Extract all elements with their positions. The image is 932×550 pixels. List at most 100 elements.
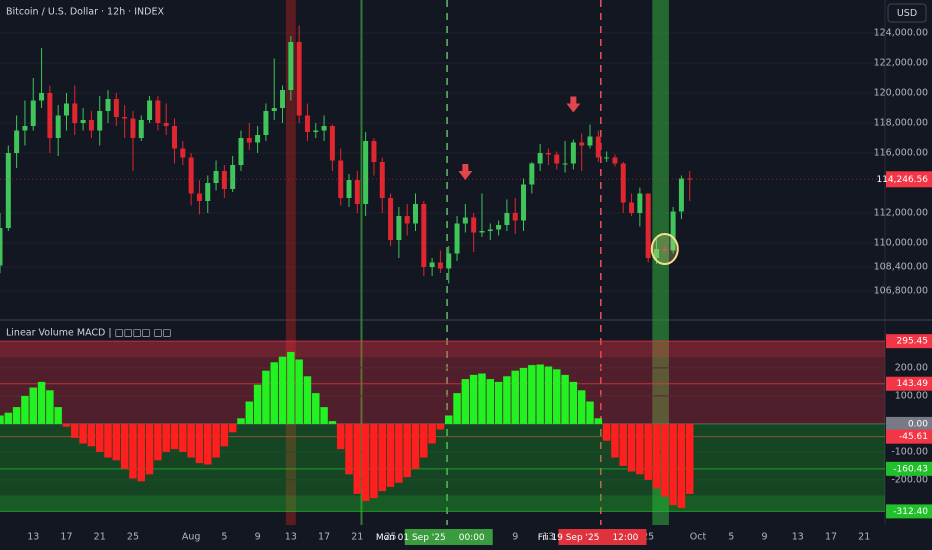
candle-body bbox=[437, 262, 443, 269]
x-tick-label: 21 bbox=[94, 532, 106, 543]
histogram-bar bbox=[312, 393, 320, 424]
y-tick-label: 124,000.00 bbox=[874, 28, 928, 39]
last-price-label: 114,246.56 bbox=[876, 175, 928, 185]
candle-body bbox=[321, 126, 327, 131]
candle-body bbox=[562, 163, 568, 165]
candle-body bbox=[288, 42, 294, 90]
histogram-bar bbox=[37, 381, 46, 424]
histogram-bar bbox=[420, 423, 428, 458]
histogram-bar bbox=[29, 387, 37, 424]
histogram-bar bbox=[370, 423, 378, 499]
candle-body bbox=[147, 100, 153, 120]
candle-body bbox=[14, 130, 20, 153]
histogram-bar bbox=[46, 390, 54, 424]
currency-label[interactable]: USD bbox=[897, 8, 917, 19]
histogram-bar bbox=[511, 370, 519, 424]
x-tick-label: Aug bbox=[182, 532, 201, 543]
histogram-bar bbox=[228, 423, 237, 433]
y-tick-label: 100.00 bbox=[895, 390, 928, 401]
histogram-bar bbox=[428, 423, 436, 444]
candle-body bbox=[662, 249, 668, 251]
histogram-bar bbox=[162, 423, 170, 452]
histogram-bar bbox=[0, 415, 4, 424]
histogram-bar bbox=[320, 407, 328, 424]
histogram-bar bbox=[478, 373, 486, 424]
histogram-bar bbox=[95, 423, 104, 452]
candle-body bbox=[446, 253, 452, 269]
histogram-bar bbox=[336, 423, 345, 450]
candle-body bbox=[246, 138, 252, 143]
candle-body bbox=[687, 178, 693, 180]
histogram-bar bbox=[112, 423, 121, 461]
level-label: 143.49 bbox=[897, 379, 929, 389]
band-edge bbox=[0, 495, 885, 512]
candle-body bbox=[280, 90, 286, 108]
x-tick-label: 9 bbox=[512, 532, 518, 543]
candle-body bbox=[354, 180, 360, 204]
candle-body bbox=[39, 93, 45, 101]
histogram-bar bbox=[494, 381, 503, 424]
candle-body bbox=[105, 99, 111, 111]
x-tick-label: 9 bbox=[255, 532, 261, 543]
candle-body bbox=[629, 202, 635, 213]
y-tick-label: 112,000.00 bbox=[874, 208, 928, 219]
candle-body bbox=[471, 217, 477, 233]
histogram-bar bbox=[170, 423, 179, 450]
histogram-bar bbox=[553, 369, 561, 424]
x-tick-label: 25 bbox=[642, 532, 654, 543]
histogram-bar bbox=[21, 395, 29, 424]
y-tick-label: 200.00 bbox=[895, 362, 928, 373]
candle-body bbox=[238, 138, 244, 165]
candle-body bbox=[296, 42, 302, 116]
histogram-bar bbox=[195, 423, 204, 464]
candle-body bbox=[63, 103, 69, 116]
candle-body bbox=[379, 162, 385, 198]
candle-body bbox=[230, 165, 236, 189]
histogram-bar bbox=[245, 401, 254, 424]
histogram-bar bbox=[129, 423, 137, 479]
candle-body bbox=[313, 130, 319, 132]
histogram-bar bbox=[669, 423, 677, 506]
histogram-bar bbox=[212, 423, 220, 458]
histogram-bar bbox=[636, 423, 644, 475]
candle-body bbox=[612, 157, 618, 164]
histogram-bar bbox=[644, 423, 652, 480]
candle-body bbox=[55, 115, 61, 138]
x-tick-label: 5 bbox=[728, 532, 734, 543]
candle-body bbox=[496, 225, 502, 230]
x-tick-label: 21 bbox=[351, 532, 363, 543]
histogram-bar bbox=[544, 366, 553, 424]
histogram-bar bbox=[386, 423, 395, 487]
histogram-bar bbox=[561, 374, 569, 424]
candle-body bbox=[595, 136, 601, 158]
candle-body bbox=[47, 93, 53, 138]
x-tick-label: 13 bbox=[792, 532, 804, 543]
signal-arrow bbox=[458, 164, 473, 180]
candle-body bbox=[504, 213, 510, 225]
crosshair-box bbox=[558, 529, 647, 545]
histogram-bar bbox=[303, 376, 312, 424]
histogram-bar bbox=[278, 356, 287, 424]
y-tick-label: 106,800.00 bbox=[874, 286, 928, 297]
histogram-bar bbox=[486, 379, 495, 424]
histogram-bar bbox=[619, 423, 627, 466]
histogram-bar bbox=[4, 412, 13, 424]
candle-body bbox=[304, 115, 310, 132]
candle-body bbox=[412, 204, 418, 224]
level-label: 295.45 bbox=[897, 337, 929, 347]
y-tick-label: 110,000.00 bbox=[874, 238, 928, 249]
candle-body bbox=[371, 141, 377, 162]
candle-body bbox=[429, 262, 435, 267]
histogram-bar bbox=[436, 423, 445, 430]
x-tick-label: 13 bbox=[542, 532, 554, 543]
candle-body bbox=[113, 99, 119, 117]
histogram-bar bbox=[262, 370, 270, 424]
histogram-bar bbox=[602, 423, 611, 441]
level-label: -312.40 bbox=[893, 507, 928, 517]
candle-body bbox=[653, 249, 659, 258]
currency-button[interactable] bbox=[887, 3, 927, 23]
level-label: 0.00 bbox=[908, 419, 928, 429]
histogram-bar bbox=[204, 423, 212, 465]
